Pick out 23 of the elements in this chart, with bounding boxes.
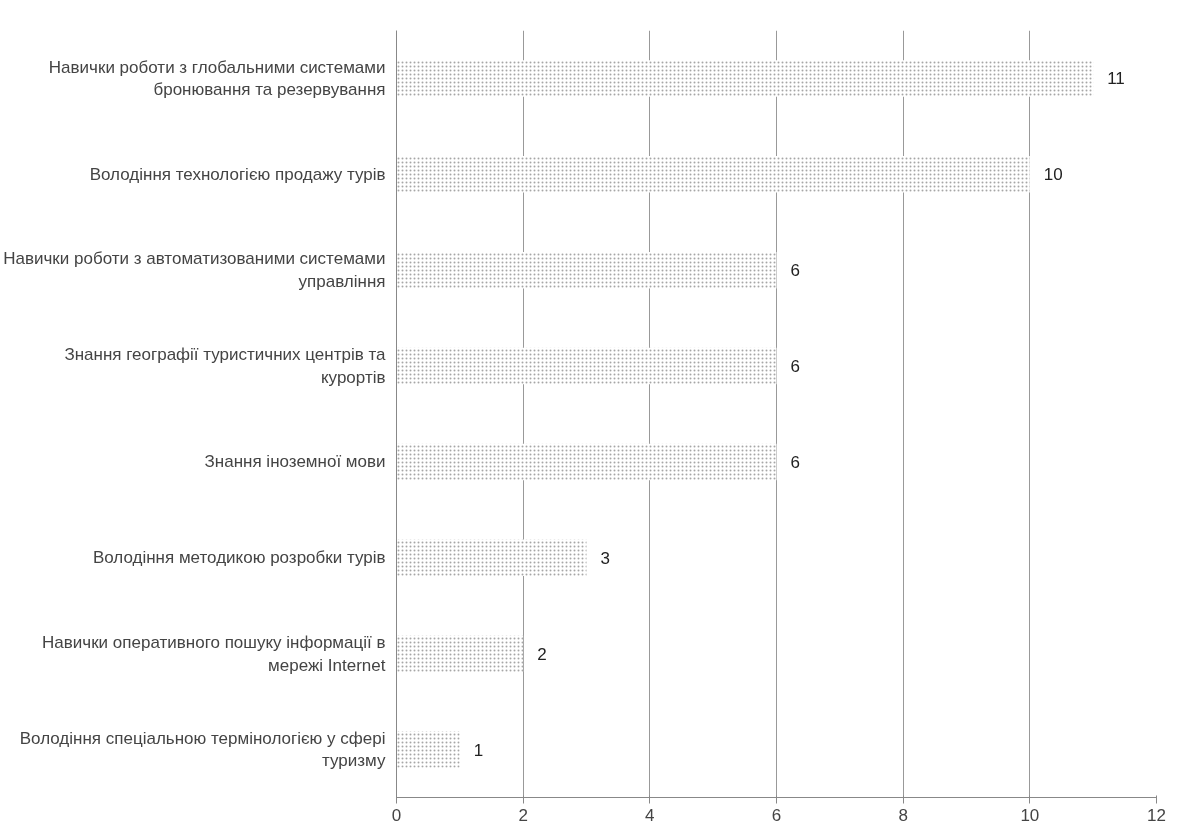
y-tick-label: Знання іноземної мови [204, 452, 386, 472]
data-label: 10 [1043, 165, 1063, 185]
x-tick-label: 10 [1020, 805, 1040, 825]
y-tick-label: Навички роботи з глобальними системами бронювання та резервування [48, 57, 386, 100]
y-tick-label: Володіння спеціальною термінологією у сфері туризму [19, 728, 386, 771]
y-tick-label: Навички оперативного пошуку інформації в мережі Internet [42, 632, 386, 675]
x-tick-label: 4 [645, 805, 655, 825]
y-tick-label: Володіння технологією продажу турів [89, 164, 386, 184]
data-label: 6 [790, 357, 800, 377]
data-label: 2 [537, 644, 547, 664]
x-tick-label: 8 [898, 805, 908, 825]
y-tick-label: Знання географії туристичних центрів та курортів [64, 345, 387, 387]
x-tick-label: 12 [1147, 805, 1166, 825]
data-label: 6 [790, 452, 800, 472]
data-label: 6 [790, 261, 800, 281]
y-tick-label: Володіння методикою розробки турів [92, 548, 386, 568]
y-tick-label: Навички роботи з автоматизованими системами управління [3, 249, 386, 292]
data-label: 3 [600, 548, 610, 568]
data-label: 1 [473, 740, 484, 760]
x-tick-label: 0 [391, 805, 402, 825]
x-tick-label: 2 [518, 805, 528, 825]
x-tick-label: 6 [771, 805, 782, 825]
data-label: 11 [1107, 69, 1125, 89]
